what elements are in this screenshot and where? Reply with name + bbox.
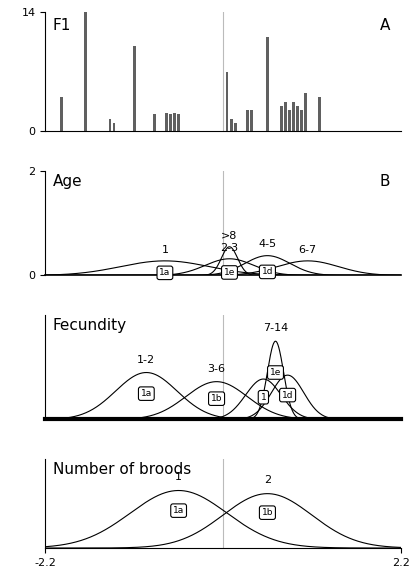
Text: 2: 2 — [264, 475, 271, 485]
Text: Number of broods: Number of broods — [52, 462, 191, 477]
Bar — [60, 97, 63, 132]
Text: 1b: 1b — [262, 508, 273, 517]
Text: 1e: 1e — [270, 368, 281, 377]
Bar — [230, 118, 233, 132]
Bar — [165, 113, 168, 132]
Text: Age: Age — [52, 174, 82, 189]
Bar — [280, 106, 282, 132]
Text: 7-14: 7-14 — [263, 324, 288, 333]
Bar — [318, 97, 321, 132]
Bar — [113, 123, 116, 132]
Bar — [109, 118, 112, 132]
Text: 3-6: 3-6 — [208, 364, 225, 374]
Bar — [250, 110, 253, 132]
Bar — [284, 101, 287, 132]
Text: 1a: 1a — [173, 506, 184, 515]
Bar — [300, 110, 303, 132]
Text: Fecundity: Fecundity — [52, 318, 127, 333]
Text: 1: 1 — [161, 245, 169, 255]
Bar — [169, 114, 172, 132]
Text: >8: >8 — [221, 230, 237, 241]
Text: 1: 1 — [175, 472, 182, 482]
Text: 2-3: 2-3 — [221, 243, 239, 252]
Text: 1d: 1d — [282, 391, 293, 399]
Text: 1b: 1b — [211, 394, 222, 403]
Bar — [246, 110, 249, 132]
Bar — [177, 114, 180, 132]
Text: 1d: 1d — [262, 268, 273, 276]
Bar — [133, 46, 135, 132]
Bar — [304, 93, 307, 132]
Text: 1: 1 — [261, 393, 266, 402]
Bar — [288, 110, 291, 132]
Text: 1a: 1a — [159, 268, 171, 278]
Text: 1e: 1e — [224, 268, 235, 277]
Text: 6-7: 6-7 — [299, 245, 317, 255]
Bar — [153, 114, 156, 132]
Bar — [173, 113, 176, 132]
Bar — [266, 37, 269, 132]
Text: 1a: 1a — [141, 389, 152, 398]
Bar — [84, 12, 87, 132]
Bar — [225, 72, 228, 132]
Text: A: A — [380, 17, 390, 33]
Bar — [234, 123, 237, 132]
Text: 4-5: 4-5 — [259, 240, 276, 250]
Text: F1: F1 — [52, 17, 71, 33]
Text: B: B — [380, 174, 390, 189]
Bar — [292, 101, 294, 132]
Bar — [296, 106, 299, 132]
Text: 1-2: 1-2 — [137, 354, 155, 365]
